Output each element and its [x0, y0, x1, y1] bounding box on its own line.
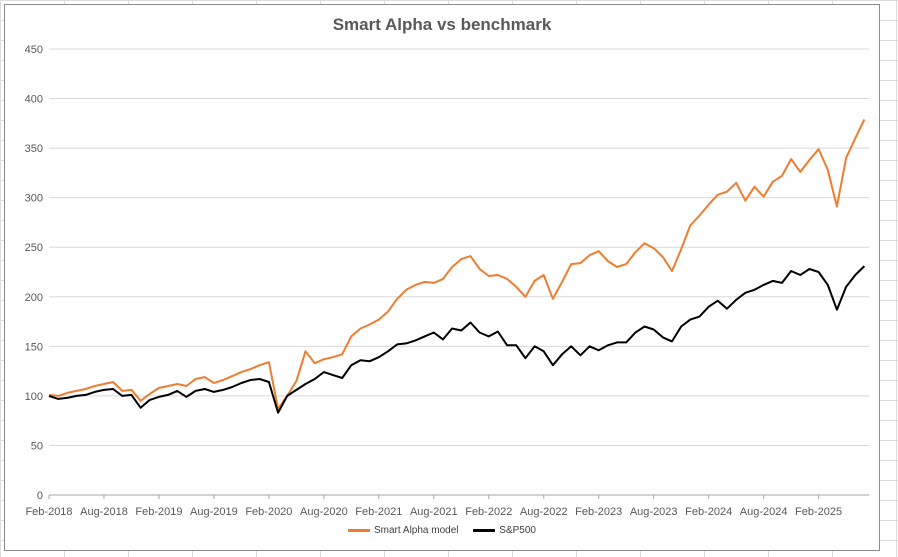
y-tick-label: 100	[25, 391, 43, 403]
y-tick-label: 450	[25, 44, 43, 56]
x-tick-label: Feb-2024	[685, 506, 732, 518]
y-tick-label: 350	[25, 143, 43, 155]
x-tick-label: Feb-2019	[135, 506, 182, 518]
legend-item-smart-alpha: Smart Alpha model	[348, 525, 459, 536]
legend-swatch-sp500	[473, 529, 496, 532]
chart-area: Smart Alpha vs benchmark 0 50 100 150 200 250…	[4, 4, 880, 551]
x-tick-label: Aug-2020	[300, 506, 348, 518]
x-tick-label: Feb-2025	[795, 506, 842, 518]
x-tick-label: Aug-2021	[410, 506, 458, 518]
x-tick-label: Aug-2024	[740, 506, 788, 518]
y-tick-label: 0	[37, 490, 43, 502]
chart-title: Smart Alpha vs benchmark	[332, 15, 552, 34]
y-tick-label: 300	[25, 193, 43, 205]
legend: Smart Alpha model S&P500	[5, 524, 879, 536]
x-tick-label: Aug-2022	[520, 506, 568, 518]
y-tick-label: 400	[25, 94, 43, 106]
x-tick-label: Aug-2023	[630, 506, 678, 518]
line-chart: 0 50 100 150 200 250 300 350 400 450 Feb-2018 Aug-2…	[25, 44, 869, 518]
x-tick-label: Feb-2023	[575, 506, 622, 518]
legend-swatch-smart-alpha	[348, 529, 370, 532]
x-tick-label: Feb-2018	[25, 506, 72, 518]
x-tick-label: Feb-2022	[465, 506, 512, 518]
series-line-smart-alpha	[48, 118, 866, 410]
y-tick-label: 250	[25, 242, 43, 254]
y-tick-label: 200	[25, 292, 43, 304]
y-tick-label: 50	[31, 440, 43, 452]
legend-item-sp500: S&P500	[473, 525, 536, 536]
legend-label-smart-alpha: Smart Alpha model	[374, 525, 459, 536]
x-tick-label: Feb-2021	[355, 506, 402, 518]
y-tick-label: 150	[25, 341, 43, 353]
x-tick-label: Feb-2020	[245, 506, 292, 518]
x-tick-label: Aug-2019	[190, 506, 238, 518]
x-tick-label: Aug-2018	[80, 506, 128, 518]
series-line-sp500	[48, 265, 866, 414]
legend-label-sp500: S&P500	[499, 525, 536, 536]
